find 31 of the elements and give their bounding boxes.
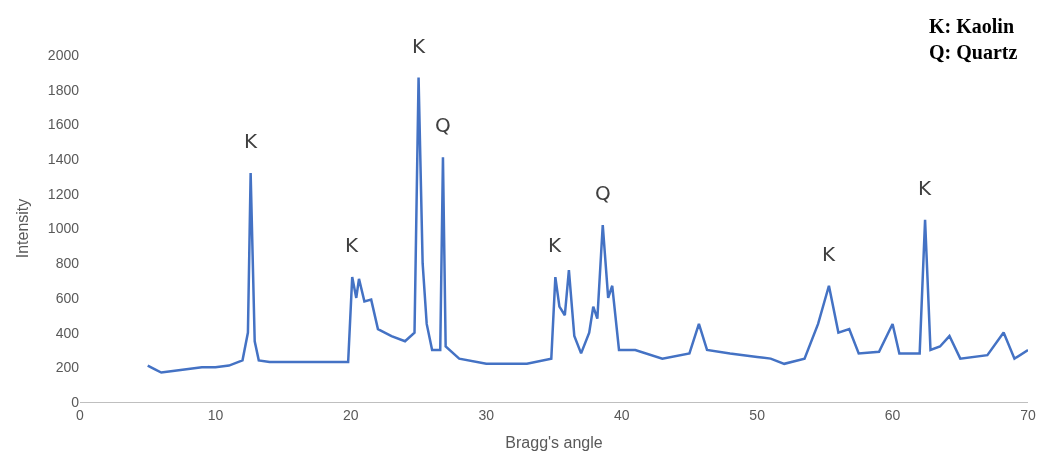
y-axis-title: Intensity	[13, 198, 31, 259]
y-tick-label: 800	[55, 255, 80, 272]
y-tick-label: 0	[71, 393, 80, 410]
x-tick-label: 50	[749, 406, 766, 423]
y-tick-label: 1400	[47, 151, 80, 167]
annotation: Q: Quartz	[929, 41, 1018, 63]
x-tick-label: 10	[207, 406, 224, 423]
y-tick-label: 400	[55, 324, 80, 341]
y-tick-label: 1000	[47, 220, 80, 237]
y-tick-label: 1800	[47, 81, 80, 98]
y-tick-label: 200	[55, 359, 80, 376]
y-tick-label: 2000	[47, 46, 80, 63]
x-axis-title: Bragg's angle	[505, 434, 603, 452]
annotation: Q	[595, 181, 611, 205]
x-tick-label: 40	[613, 406, 630, 423]
y-tick-label: 1600	[47, 116, 80, 133]
y-tick-label: 1200	[47, 185, 80, 202]
line-series	[146, 76, 1028, 374]
y-tick-label: 600	[55, 289, 80, 306]
x-tick-label: 60	[884, 406, 901, 423]
annotation: K	[244, 129, 258, 153]
annotation: K	[822, 242, 836, 266]
annotation: K	[412, 34, 426, 58]
text: K: Kaolin	[929, 15, 1015, 37]
x-tick-label: 70	[1020, 406, 1036, 423]
x-tick-label: 20	[343, 406, 359, 423]
annotation: K	[918, 176, 932, 200]
annotation: Q	[435, 113, 451, 137]
annotation: K	[345, 233, 359, 257]
annotation: K	[548, 233, 562, 257]
x-tick-label: 30	[478, 406, 495, 423]
